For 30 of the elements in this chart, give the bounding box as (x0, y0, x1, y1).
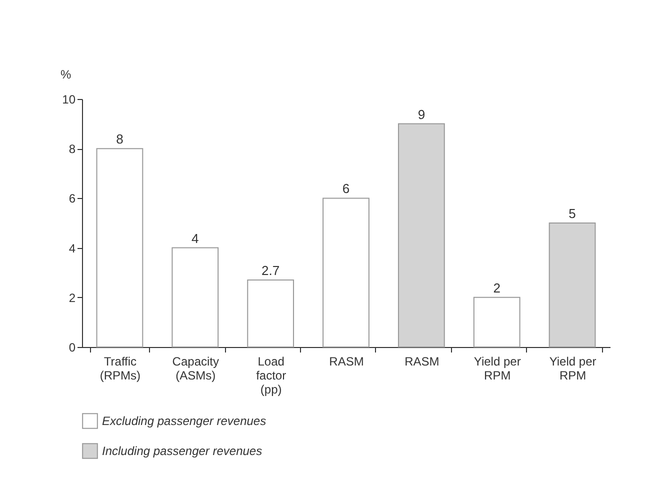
y-tick-label: 8 (68, 142, 76, 156)
y-tick-label: 0 (68, 340, 76, 354)
data-label: 4 (192, 230, 199, 246)
legend-label: Including passenger revenues (102, 444, 262, 458)
data-label: 9 (418, 106, 426, 122)
bar (96, 148, 144, 348)
data-label: 2.7 (262, 263, 280, 278)
x-tick-label: Load factor (pp) (256, 354, 286, 396)
data-label: 2 (493, 280, 500, 296)
y-tick-label: 10 (62, 92, 76, 106)
bar (322, 198, 370, 348)
x-tick-label: Traffic (RPMs) (100, 354, 141, 382)
data-label: 6 (342, 181, 350, 196)
bar (548, 222, 596, 348)
x-tick-label: Yield per RPM (474, 354, 521, 382)
y-tick-label: 2 (68, 290, 76, 305)
data-label: 8 (116, 132, 124, 147)
x-tick-label: Capacity (ASMs) (172, 354, 219, 382)
x-tick-label: Yield per RPM (549, 354, 596, 382)
bar (473, 296, 520, 348)
y-tick-label: 6 (68, 192, 76, 206)
bar (172, 247, 219, 348)
bar (247, 280, 294, 348)
y-axis-title: % (60, 68, 72, 82)
x-tick-label: RASM (329, 354, 364, 368)
y-tick-label: 4 (68, 241, 76, 256)
bar (398, 123, 445, 348)
x-tick-label: RASM (404, 354, 440, 368)
legend-label: Excluding passenger revenues (102, 414, 266, 428)
data-label: 5 (568, 206, 576, 221)
